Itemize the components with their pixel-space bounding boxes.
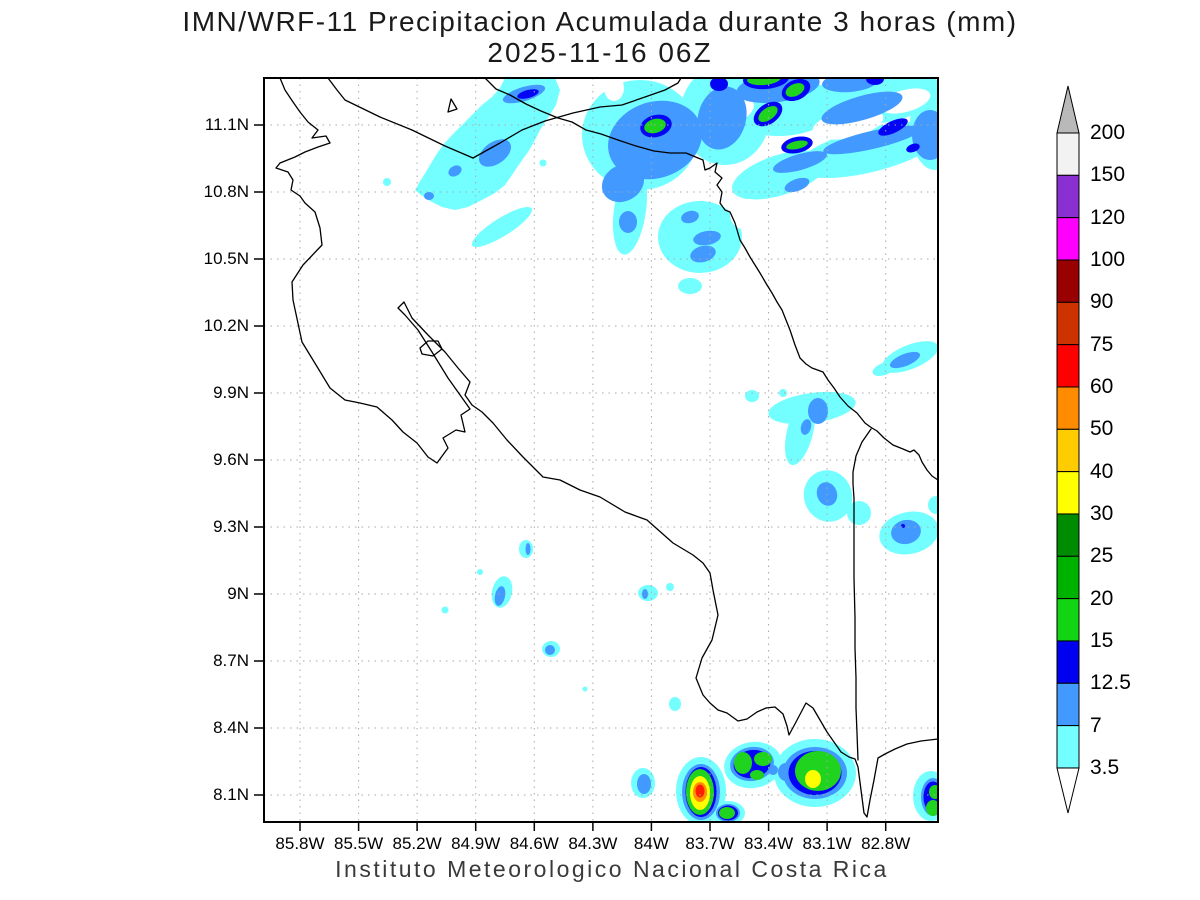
lat-label: 10.8N <box>203 182 249 201</box>
colorbar-arrow-below-min <box>1056 767 1080 814</box>
lat-label: 10.5N <box>203 249 249 268</box>
lon-label: 84.9W <box>451 834 501 853</box>
pacific-coastline <box>275 78 938 818</box>
lake-nicaragua-shore <box>472 78 682 159</box>
lon-label: 83.1W <box>802 834 852 853</box>
colorbar-level-label: 3.5 <box>1090 755 1120 779</box>
precipitation-shading <box>383 78 938 822</box>
lon-label: 85.2W <box>392 834 442 853</box>
colorbar-level-label: 120 <box>1090 205 1126 229</box>
colorbar-level-label: 200 <box>1090 121 1126 144</box>
graticule-grid <box>264 78 938 822</box>
colorbar-segments <box>1056 132 1080 769</box>
panama-border <box>852 428 872 761</box>
lon-label: 84W <box>633 834 669 853</box>
lon-label: 85.8W <box>275 834 325 853</box>
colorbar-segment <box>1056 174 1080 219</box>
page-title: IMN/WRF-11 Precipitacion Acumulada duran… <box>182 6 1018 37</box>
precip-level-30-60 <box>690 770 821 810</box>
lon-label: 85.5W <box>334 834 384 853</box>
colorbar-level-label: 60 <box>1090 375 1114 398</box>
lat-label: 8.7N <box>213 651 249 670</box>
lon-label: 83.7W <box>685 834 735 853</box>
colorbar-segment <box>1056 301 1080 346</box>
nicaragua-border-west <box>327 78 474 159</box>
colorbar-level-label: 7 <box>1090 713 1102 737</box>
map-canvas <box>254 77 939 831</box>
colorbar-level-label: 12.5 <box>1090 671 1131 695</box>
page-subtitle: 2025-11-16 06Z <box>487 37 713 68</box>
lat-label: 8.4N <box>213 718 249 737</box>
colorbar-segment <box>1056 598 1080 642</box>
footer-text: Instituto Meteorologico Nacional Costa R… <box>335 856 889 882</box>
lon-label: 82.8W <box>861 834 911 853</box>
colorbar-level-label: 25 <box>1090 544 1114 568</box>
chira-island <box>419 340 443 357</box>
lat-label: 9.6N <box>213 450 249 469</box>
colorbar-segment <box>1056 555 1080 600</box>
precip-level-12.5-15 <box>517 78 938 821</box>
colorbar-segment <box>1056 132 1080 176</box>
colorbar-level-label: 100 <box>1090 248 1126 271</box>
lat-label: 10.2N <box>203 316 249 335</box>
colorbar-segment <box>1056 428 1080 473</box>
colorbar-segment <box>1056 725 1080 769</box>
colorbar-level-label: 150 <box>1090 163 1126 187</box>
map-frame <box>263 77 939 823</box>
lon-label: 84.3W <box>568 834 618 853</box>
colorbar <box>1056 85 1080 814</box>
coastline-borders <box>275 78 938 818</box>
colorbar-segment <box>1056 471 1080 515</box>
colorbar-segment <box>1056 682 1080 727</box>
axis-ticks <box>254 124 887 831</box>
colorbar-level-label: 75 <box>1090 332 1114 356</box>
lake-island <box>447 98 458 113</box>
lon-label: 84.6W <box>509 834 559 853</box>
caribbean-coastline <box>484 78 938 481</box>
lat-label: 9.3N <box>213 517 249 536</box>
colorbar-segment <box>1056 259 1080 303</box>
colorbar-segment <box>1056 386 1080 430</box>
colorbar-level-label: 30 <box>1090 502 1114 525</box>
colorbar-level-label: 90 <box>1090 290 1114 314</box>
colorbar-level-label: 40 <box>1090 459 1114 483</box>
colorbar-segment <box>1056 344 1080 388</box>
lat-label: 9N <box>227 584 249 603</box>
colorbar-level-label: 20 <box>1090 586 1114 610</box>
colorbar-segment <box>1056 640 1080 684</box>
lon-label: 83.4W <box>744 834 794 853</box>
colorbar-level-label: 50 <box>1090 417 1114 441</box>
lat-label: 8.1N <box>213 785 249 804</box>
lat-label: 11.1N <box>204 115 249 134</box>
lat-label: 9.9N <box>213 383 249 402</box>
colorbar-segment <box>1056 513 1080 557</box>
colorbar-segment <box>1056 217 1080 261</box>
colorbar-level-label: 15 <box>1090 629 1114 652</box>
colorbar-arrow-above-max <box>1056 85 1080 134</box>
